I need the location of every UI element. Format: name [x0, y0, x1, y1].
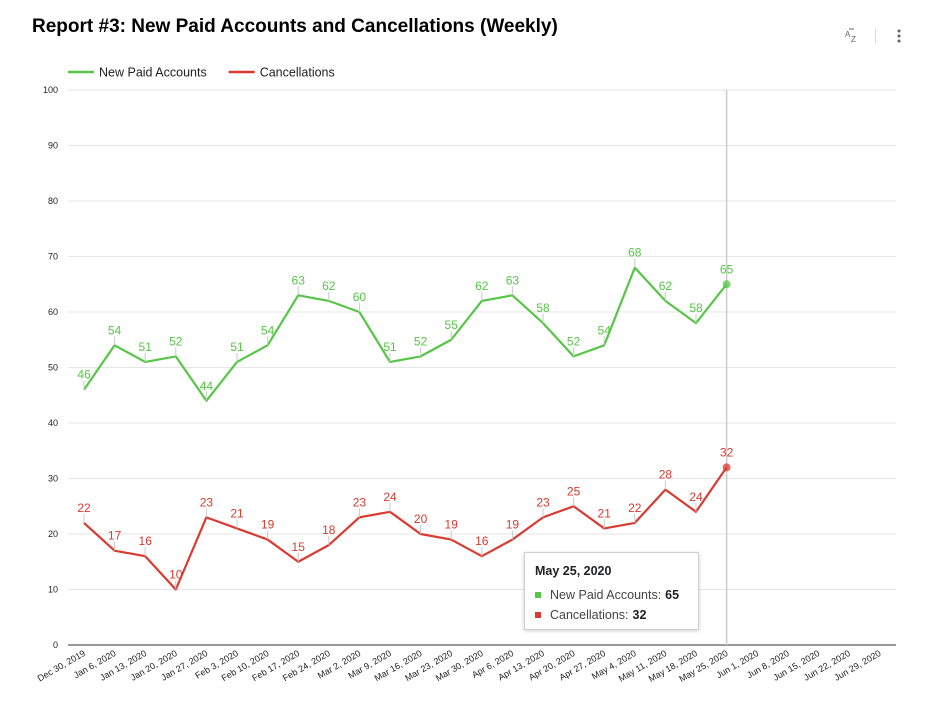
data-label: 28: [659, 468, 673, 482]
highlight-point: [722, 280, 731, 289]
data-label: 51: [139, 340, 153, 354]
data-label: 20: [414, 512, 428, 526]
data-label: 58: [536, 301, 550, 315]
data-label: 24: [383, 490, 397, 504]
sort-az-icon[interactable]: A Z: [843, 26, 861, 46]
more-vert-icon[interactable]: [890, 26, 908, 46]
tooltip-value: 32: [632, 608, 647, 622]
series-line: [83, 466, 728, 591]
data-label: 52: [414, 334, 428, 348]
data-label: 62: [475, 279, 489, 293]
y-tick-label: 30: [48, 474, 58, 484]
data-label: 52: [169, 334, 183, 348]
y-tick-label: 100: [43, 85, 58, 95]
data-label: 24: [689, 490, 703, 504]
series-line: [83, 266, 728, 402]
data-label: 18: [322, 523, 336, 537]
y-tick-label: 0: [53, 640, 58, 650]
data-label: 19: [506, 518, 520, 532]
y-tick-label: 60: [48, 307, 58, 317]
data-label: 44: [200, 379, 214, 393]
data-label: 23: [200, 495, 214, 509]
data-label: 54: [598, 323, 612, 337]
data-label: 32: [720, 445, 734, 459]
tooltip-date: May 25, 2020: [535, 564, 612, 578]
toolbar-divider: [875, 28, 876, 44]
data-label: 63: [506, 273, 520, 287]
data-label: 55: [445, 318, 459, 332]
data-label: 63: [292, 273, 306, 287]
data-label: 54: [261, 323, 275, 337]
data-label: 22: [77, 501, 91, 515]
data-label: 22: [628, 501, 642, 515]
tooltip-row-new-paid: New Paid Accounts: 65: [535, 588, 688, 602]
tooltip-swatch-red: [535, 612, 541, 618]
y-tick-label: 80: [48, 196, 58, 206]
data-label: 21: [598, 506, 612, 520]
chart-legend: New Paid Accounts Cancellations: [68, 66, 335, 80]
data-label: 46: [77, 368, 91, 382]
data-label: 62: [322, 279, 336, 293]
legend-label: New Paid Accounts: [99, 66, 207, 80]
data-label: 10: [169, 568, 183, 582]
tooltip-value: 65: [665, 588, 680, 602]
svg-text:Z: Z: [851, 35, 856, 44]
tooltip-row-cancellations: Cancellations: 32: [535, 608, 688, 622]
data-label: 52: [567, 334, 581, 348]
data-label: 25: [567, 484, 581, 498]
data-label: 15: [292, 540, 306, 554]
data-label: 16: [475, 534, 489, 548]
y-tick-label: 10: [48, 585, 58, 595]
data-label: 65: [720, 262, 734, 276]
chart-title: Report #3: New Paid Accounts and Cancell…: [32, 16, 558, 37]
y-tick-label: 20: [48, 529, 58, 539]
chart-tooltip: May 25, 2020 New Paid Accounts: 65 Cance…: [524, 552, 699, 630]
y-tick-label: 50: [48, 363, 58, 373]
data-label: 16: [139, 534, 153, 548]
data-label: 68: [628, 246, 642, 260]
chart-grid: [68, 89, 896, 646]
y-axis: 0 10 20 30 40 50 60 70 80 90 100: [43, 85, 58, 650]
data-label: 51: [230, 340, 244, 354]
y-tick-label: 90: [48, 141, 58, 151]
y-tick-label: 40: [48, 418, 58, 428]
data-label: 23: [536, 495, 550, 509]
svg-text:A: A: [845, 30, 851, 39]
y-tick-label: 70: [48, 252, 58, 262]
data-label: 23: [353, 495, 367, 509]
data-label: 54: [108, 323, 122, 337]
data-label: 19: [445, 518, 459, 532]
data-label: 19: [261, 518, 275, 532]
legend-label: Cancellations: [260, 66, 335, 80]
tooltip-label: Cancellations:: [550, 608, 629, 622]
tooltip-swatch-green: [535, 592, 541, 598]
data-label: 60: [353, 290, 367, 304]
highlight-point: [722, 463, 731, 472]
data-label: 62: [659, 279, 673, 293]
chart-toolbar: A Z: [843, 26, 908, 46]
chart-series: 46 54 51 52 44 51 54 63 62 60 51 52 55 62 63 58 52 54 68 62…: [77, 246, 734, 591]
data-label: 51: [383, 340, 397, 354]
data-label: 17: [108, 529, 122, 543]
data-label: 21: [230, 506, 244, 520]
tooltip-label: New Paid Accounts:: [550, 588, 662, 602]
data-label: 58: [689, 301, 703, 315]
